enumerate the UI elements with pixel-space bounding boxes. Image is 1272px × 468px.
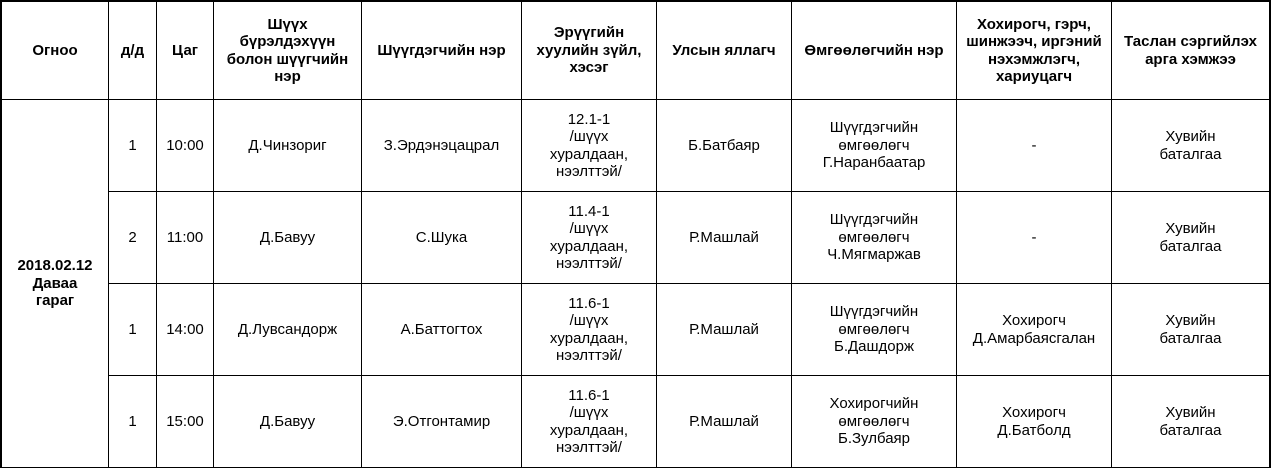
cell-defendant: А.Баттогтох bbox=[361, 283, 522, 376]
cell-defendant: З.Эрдэнэцацрал bbox=[361, 99, 522, 192]
cell-preventive-measure: Хувийн баталгаа bbox=[1111, 375, 1270, 468]
cell-defendant: Э.Отгонтамир bbox=[361, 375, 522, 468]
cell-time: 11:00 bbox=[156, 191, 214, 284]
cell-prosecutor: Р.Машлай bbox=[656, 375, 792, 468]
cell-panel-judge: Д.Чинзориг bbox=[213, 99, 362, 192]
column-header-advocate: Өмгөөлөгчийн нэр bbox=[791, 1, 957, 100]
cell-index: 2 bbox=[108, 191, 157, 284]
cell-victim-witness: - bbox=[956, 99, 1112, 192]
cell-criminal-law-article: 12.1-1 /шүүх хуралдаан, нээлттэй/ bbox=[521, 99, 657, 192]
cell-advocate: Шүүгдэгчийн өмгөөлөгч Б.Дашдорж bbox=[791, 283, 957, 376]
cell-victim-witness: - bbox=[956, 191, 1112, 284]
cell-preventive-measure: Хувийн баталгаа bbox=[1111, 191, 1270, 284]
table-row: 1 15:00 Д.Бавуу Э.Отгонтамир 11.6-1 /шүү… bbox=[2, 375, 1270, 468]
table-row: 2 11:00 Д.Бавуу С.Шука 11.4-1 /шүүх хура… bbox=[2, 191, 1270, 284]
column-header-panel-judge: Шүүх бүрэлдэхүүн болон шүүгчийн нэр bbox=[213, 1, 362, 100]
column-header-criminal-law-article: Эрүүгийн хуулийн зүйл, хэсэг bbox=[521, 1, 657, 100]
cell-time: 10:00 bbox=[156, 99, 214, 192]
column-header-defendant: Шүүгдэгчийн нэр bbox=[361, 1, 522, 100]
cell-criminal-law-article: 11.6-1 /шүүх хуралдаан, нээлттэй/ bbox=[521, 375, 657, 468]
cell-advocate: Шүүгдэгчийн өмгөөлөгч Ч.Мягмаржав bbox=[791, 191, 957, 284]
cell-criminal-law-article: 11.4-1 /шүүх хуралдаан, нээлттэй/ bbox=[521, 191, 657, 284]
column-header-time: Цаг bbox=[156, 1, 214, 100]
column-header-index: д/д bbox=[108, 1, 157, 100]
cell-defendant: С.Шука bbox=[361, 191, 522, 284]
cell-panel-judge: Д.Бавуу bbox=[213, 375, 362, 468]
column-header-victim-witness: Хохирогч, гэрч, шинжээч, иргэний нэхэмжл… bbox=[956, 1, 1112, 100]
cell-panel-judge: Д.Бавуу bbox=[213, 191, 362, 284]
cell-index: 1 bbox=[108, 375, 157, 468]
date-group-cell: 2018.02.12 Даваа гараг bbox=[1, 99, 109, 468]
table-row: 1 14:00 Д.Лувсандорж А.Баттогтох 11.6-1 … bbox=[2, 283, 1270, 376]
cell-prosecutor: Р.Машлай bbox=[656, 283, 792, 376]
cell-criminal-law-article: 11.6-1 /шүүх хуралдаан, нээлттэй/ bbox=[521, 283, 657, 376]
cell-time: 15:00 bbox=[156, 375, 214, 468]
cell-victim-witness: Хохирогч Д.Батболд bbox=[956, 375, 1112, 468]
column-header-prosecutor: Улсын яллагч bbox=[656, 1, 792, 100]
cell-panel-judge: Д.Лувсандорж bbox=[213, 283, 362, 376]
cell-index: 1 bbox=[108, 99, 157, 192]
cell-preventive-measure: Хувийн баталгаа bbox=[1111, 99, 1270, 192]
cell-advocate: Шүүгдэгчийн өмгөөлөгч Г.Наранбаатар bbox=[791, 99, 957, 192]
column-header-preventive-measure: Таслан сэргийлэх арга хэмжээ bbox=[1111, 1, 1270, 100]
cell-index: 1 bbox=[108, 283, 157, 376]
cell-prosecutor: Б.Батбаяр bbox=[656, 99, 792, 192]
table-row: 2018.02.12 Даваа гараг 1 10:00 Д.Чинзори… bbox=[1, 99, 1270, 468]
cell-advocate: Хохирогчийн өмгөөлөгч Б.Зулбаяр bbox=[791, 375, 957, 468]
cell-time: 14:00 bbox=[156, 283, 214, 376]
cell-preventive-measure: Хувийн баталгаа bbox=[1111, 283, 1270, 376]
cell-prosecutor: Р.Машлай bbox=[656, 191, 792, 284]
column-header-date: Огноо bbox=[1, 1, 109, 100]
table-header-row: Огноо д/д Цаг Шүүх бүрэлдэхүүн болон шүү… bbox=[1, 1, 1270, 100]
cell-victim-witness: Хохирогч Д.Амарбаясгалан bbox=[956, 283, 1112, 376]
